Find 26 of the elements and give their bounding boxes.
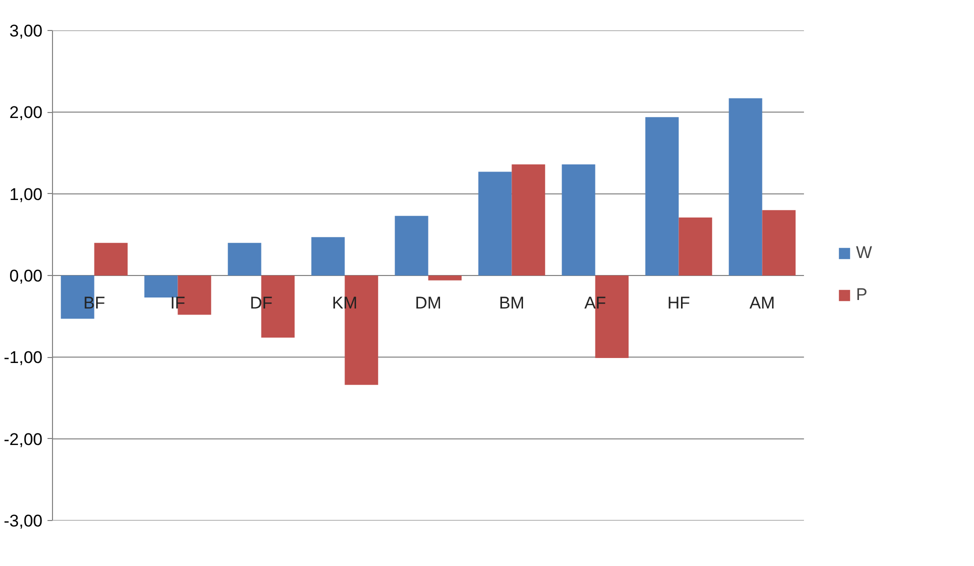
y-tick-label: 1,00 — [9, 184, 43, 204]
y-tick-label: 3,00 — [9, 22, 43, 40]
legend-label: P — [856, 285, 868, 305]
bar — [228, 242, 262, 276]
bar — [512, 164, 546, 276]
x-tick-label: HF — [667, 294, 690, 312]
y-tick-label: -3,00 — [4, 512, 42, 530]
y-tick-label: 2,00 — [9, 103, 43, 122]
y-tick-label: 0,00 — [9, 266, 43, 286]
legend-label: W — [856, 243, 874, 263]
y-tick-label: -2,00 — [4, 430, 42, 449]
bar — [645, 117, 679, 276]
x-tick-label: DM — [415, 294, 442, 312]
bar — [311, 237, 345, 276]
bar — [562, 164, 596, 276]
bar — [678, 218, 712, 276]
x-tick-label: BM — [498, 294, 524, 312]
bar — [762, 210, 796, 276]
x-tick-label: AM — [749, 294, 775, 312]
bar — [94, 242, 128, 276]
bar — [144, 276, 178, 298]
bar — [478, 172, 512, 276]
y-tick-label: -1,00 — [4, 348, 42, 368]
bar — [728, 98, 762, 276]
bar — [428, 276, 462, 280]
bar — [394, 216, 428, 276]
